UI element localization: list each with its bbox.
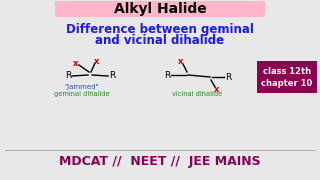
Text: R: R [225, 73, 231, 82]
Text: R: R [164, 71, 170, 80]
Text: Alkyl Halide: Alkyl Halide [114, 2, 206, 16]
Text: MDCAT //  NEET //  JEE MAINS: MDCAT // NEET // JEE MAINS [59, 156, 261, 168]
Text: class 12th: class 12th [263, 66, 311, 75]
Text: "jammed": "jammed" [65, 84, 99, 90]
Text: geminal dihalide: geminal dihalide [54, 91, 110, 97]
Text: vicinal dihalide: vicinal dihalide [172, 91, 222, 97]
Text: x: x [214, 84, 220, 93]
Text: x: x [178, 57, 184, 66]
Text: R: R [65, 71, 71, 80]
FancyBboxPatch shape [257, 61, 317, 93]
Text: and vicinal dihalide: and vicinal dihalide [95, 35, 225, 48]
Text: Difference between geminal: Difference between geminal [66, 24, 254, 37]
Text: x: x [94, 57, 100, 66]
Text: chapter 10: chapter 10 [261, 78, 313, 87]
Text: R: R [109, 71, 115, 80]
Text: x: x [73, 58, 79, 68]
FancyBboxPatch shape [55, 1, 265, 17]
